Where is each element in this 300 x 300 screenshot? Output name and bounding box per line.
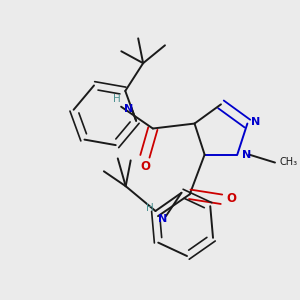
Text: H: H: [146, 203, 154, 213]
Text: O: O: [140, 160, 150, 173]
Text: N: N: [158, 214, 168, 224]
Text: CH₃: CH₃: [280, 157, 298, 166]
Text: N: N: [251, 117, 260, 127]
Text: N: N: [124, 104, 134, 114]
Text: O: O: [226, 192, 236, 205]
Text: N: N: [242, 150, 251, 160]
Text: H: H: [113, 94, 121, 104]
